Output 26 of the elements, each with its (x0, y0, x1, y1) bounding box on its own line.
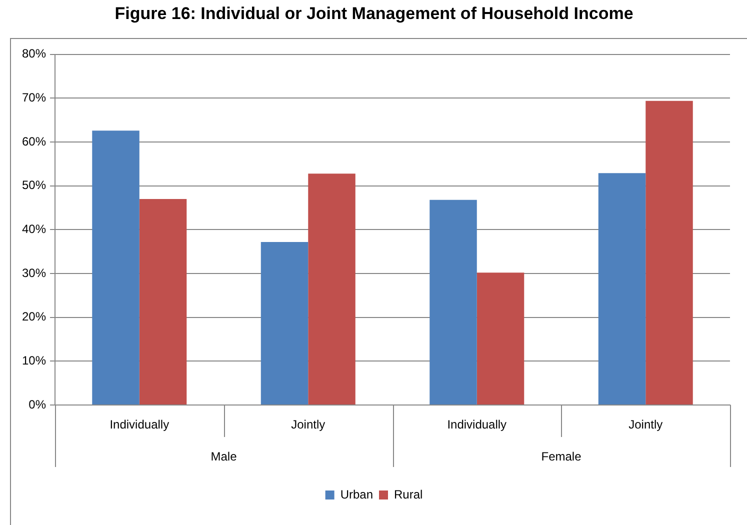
text: Female (541, 449, 582, 464)
legend-label: Rural (394, 487, 423, 502)
y-tick-label: 30% (22, 266, 46, 280)
y-tick-label: 40% (22, 222, 46, 236)
bar (92, 130, 140, 404)
y-tick-label: 60% (22, 134, 46, 148)
legend-label: Urban (340, 487, 374, 502)
text: Male (210, 449, 238, 464)
bar (476, 272, 524, 404)
y-tick-label: 70% (22, 90, 46, 105)
bar (260, 242, 308, 404)
bar (598, 173, 646, 404)
y-tick-label: 20% (22, 310, 46, 324)
x-tick-label: Individually (447, 418, 507, 432)
y-tick-label: 10% (22, 353, 46, 368)
bar (139, 199, 187, 404)
y-tick-label: 0% (28, 397, 46, 412)
x-tick-label: Jointly (291, 418, 326, 432)
chart-title: Figure 16: Individual or Joint Management of Household Income (114, 4, 634, 23)
x-tick-label: Jointly (628, 418, 663, 432)
bar (430, 200, 477, 404)
y-tick-label: 80% (22, 46, 46, 61)
y-tick-label: 50% (22, 178, 46, 192)
x-tick-label: Individually (110, 418, 170, 432)
bar (308, 174, 356, 404)
bar (646, 100, 693, 404)
